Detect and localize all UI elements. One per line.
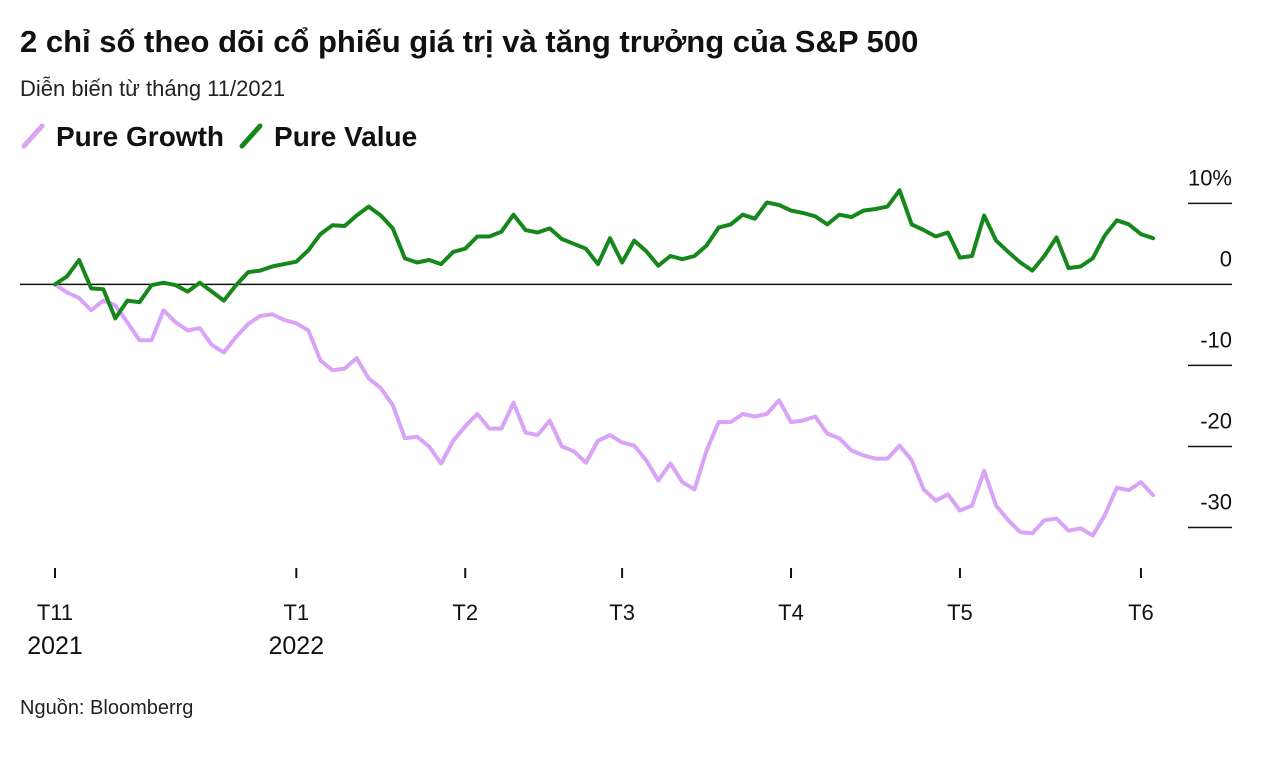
x-tick-label: T4 <box>778 600 804 625</box>
x-tick-label: T5 <box>947 600 973 625</box>
x-tick-label: T11 <box>37 600 73 625</box>
chart-subtitle: Diễn biến từ tháng 11/2021 <box>20 76 285 101</box>
legend-label: Pure Growth <box>56 121 224 152</box>
x-year-label: 2022 <box>269 632 325 660</box>
x-tick-label: T6 <box>1128 600 1154 625</box>
y-tick-label: -30 <box>1200 489 1232 514</box>
x-tick-label: T2 <box>452 600 478 625</box>
chart-title: 2 chỉ số theo dõi cổ phiếu giá trị và tă… <box>20 24 918 59</box>
x-tick-label: T1 <box>283 600 309 625</box>
x-year-label: 2021 <box>27 632 83 660</box>
source-note: Nguồn: Bloomberrg <box>20 697 193 719</box>
y-tick-label: 10% <box>1188 165 1232 190</box>
legend-label: Pure Value <box>274 121 417 152</box>
legend-swatch <box>21 123 45 149</box>
y-tick-label: -20 <box>1200 408 1232 433</box>
data-line <box>53 282 1155 538</box>
legend-swatch <box>239 123 263 149</box>
y-tick-label: 0 <box>1220 246 1232 271</box>
data-line <box>53 188 1155 321</box>
y-tick-label: -10 <box>1200 327 1232 352</box>
x-tick-label: T3 <box>609 600 635 625</box>
